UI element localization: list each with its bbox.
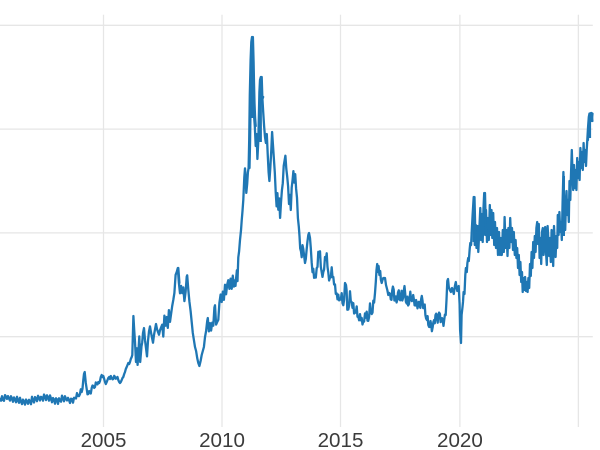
svg-text:2005: 2005: [81, 429, 127, 450]
svg-text:2010: 2010: [199, 429, 245, 450]
svg-text:2015: 2015: [318, 429, 364, 450]
svg-text:2020: 2020: [437, 429, 483, 450]
